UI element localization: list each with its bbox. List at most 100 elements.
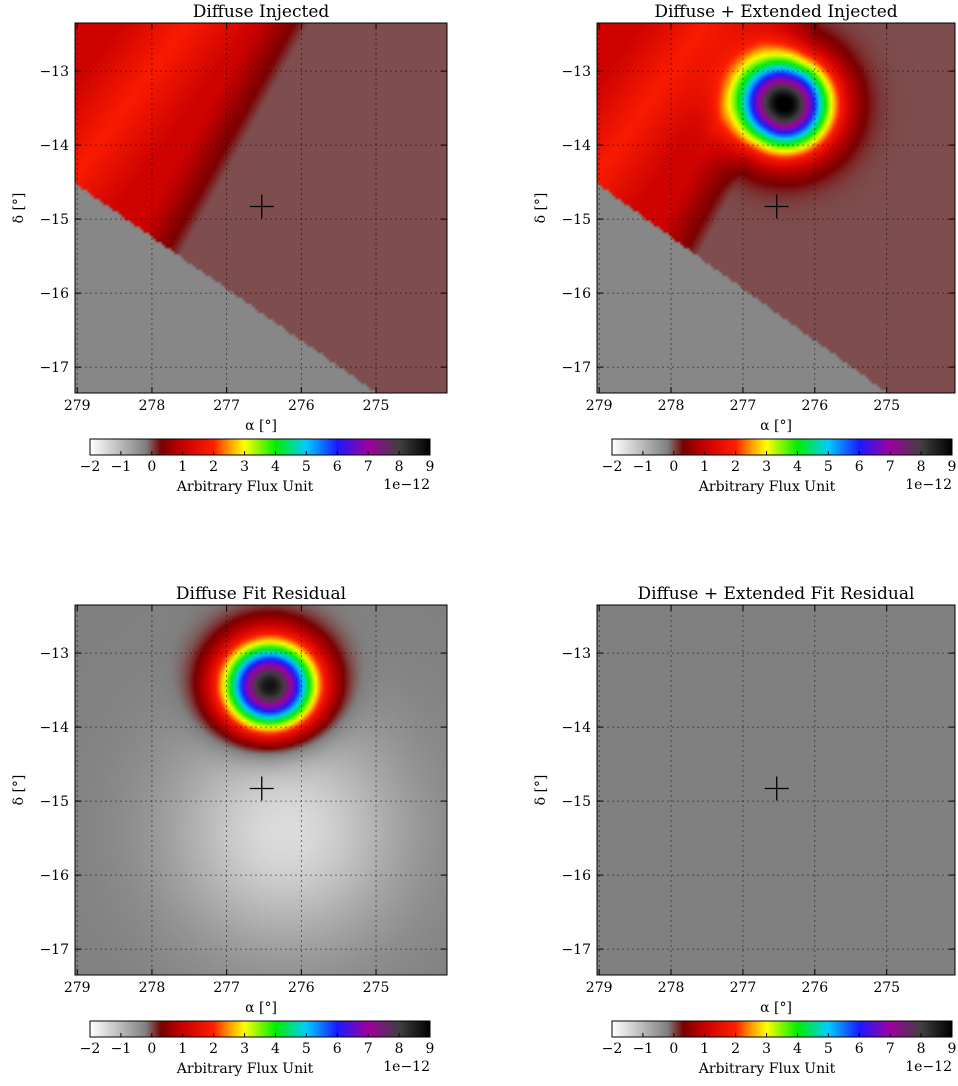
y-tick-label: −14 xyxy=(561,138,591,154)
colorbar-tick-label: 1 xyxy=(178,1041,187,1057)
x-axis-label: α [°] xyxy=(245,418,277,434)
x-tick-label: 276 xyxy=(288,398,315,414)
x-axis-label: α [°] xyxy=(760,1000,792,1016)
axes-frame xyxy=(74,604,448,976)
colorbar-tick-label: 3 xyxy=(762,1041,771,1057)
y-tick-label: −16 xyxy=(561,286,591,302)
colorbar-tick-label: 0 xyxy=(669,1041,678,1057)
x-tick-label: 279 xyxy=(64,980,91,996)
colorbar-tick-label: −1 xyxy=(633,1041,654,1057)
colorbar-tick-label: 0 xyxy=(669,459,678,475)
y-tick-label: −14 xyxy=(561,720,591,736)
y-tick-label: −15 xyxy=(39,794,69,810)
y-tick-label: −17 xyxy=(561,942,591,958)
colorbar xyxy=(611,438,953,456)
colorbar-tick-label: 0 xyxy=(147,459,156,475)
colorbar-tick-label: 4 xyxy=(793,459,802,475)
heatmap-image xyxy=(75,605,447,975)
colorbar-tick-label: 9 xyxy=(426,1041,435,1057)
colorbar-tick-label: 6 xyxy=(855,459,864,475)
colorbar-tick-label: 7 xyxy=(364,459,373,475)
axes-frame xyxy=(596,22,956,394)
colorbar-tick-label: 7 xyxy=(886,459,895,475)
source-marker xyxy=(249,194,274,219)
panel-title: Diffuse Fit Residual xyxy=(176,584,346,604)
colorbar-label: Arbitrary Flux Unit xyxy=(698,479,836,495)
x-tick-label: 279 xyxy=(586,980,613,996)
colorbar-tick-label: −2 xyxy=(80,1041,101,1057)
y-tick-label: −13 xyxy=(561,646,591,662)
source-marker xyxy=(764,194,789,219)
axes-frame xyxy=(596,604,956,976)
y-tick-label: −15 xyxy=(561,212,591,228)
y-tick-label: −14 xyxy=(39,138,69,154)
heatmap-image xyxy=(597,605,955,975)
colorbar-tick-label: 4 xyxy=(271,459,280,475)
colorbar-tick-label: 2 xyxy=(209,1041,218,1057)
x-tick-label: 277 xyxy=(213,980,240,996)
colorbar-tick-label: 8 xyxy=(917,1041,926,1057)
colorbar-tick-label: 3 xyxy=(240,459,249,475)
y-tick-label: −14 xyxy=(39,720,69,736)
y-tick-label: −16 xyxy=(39,868,69,884)
colorbar-tick-label: 6 xyxy=(855,1041,864,1057)
y-axis-label: δ [°] xyxy=(533,193,549,224)
panel-title: Diffuse Injected xyxy=(193,2,330,22)
colorbar-tick-label: 2 xyxy=(731,459,740,475)
heatmap-image xyxy=(75,23,447,393)
colorbar-tick-label: 8 xyxy=(917,459,926,475)
colorbar-tick-label: 1 xyxy=(178,459,187,475)
colorbar xyxy=(611,1020,953,1038)
colorbar-tick-label: 8 xyxy=(395,1041,404,1057)
y-tick-label: −16 xyxy=(561,868,591,884)
colorbar-tick-label: 4 xyxy=(793,1041,802,1057)
colorbar-tick-label: 3 xyxy=(240,1041,249,1057)
x-tick-label: 275 xyxy=(363,980,390,996)
x-tick-label: 279 xyxy=(64,398,91,414)
y-tick-label: −13 xyxy=(561,64,591,80)
x-tick-label: 275 xyxy=(873,398,900,414)
x-tick-label: 278 xyxy=(139,398,166,414)
y-axis-label: δ [°] xyxy=(533,775,549,806)
colorbar-tick-label: −2 xyxy=(80,459,101,475)
colorbar-tick-label: 8 xyxy=(395,459,404,475)
x-tick-label: 279 xyxy=(586,398,613,414)
colorbar-tick-label: 7 xyxy=(364,1041,373,1057)
y-axis-label: δ [°] xyxy=(11,193,27,224)
y-tick-label: −17 xyxy=(39,942,69,958)
colorbar-offset-text: 1e−12 xyxy=(905,477,952,493)
y-tick-label: −16 xyxy=(39,286,69,302)
colorbar xyxy=(89,1020,431,1038)
colorbar-tick-label: 3 xyxy=(762,459,771,475)
colorbar-tick-label: −1 xyxy=(633,459,654,475)
x-tick-label: 278 xyxy=(658,980,685,996)
x-tick-label: 277 xyxy=(730,980,757,996)
colorbar-tick-label: 0 xyxy=(147,1041,156,1057)
colorbar-tick-label: 1 xyxy=(700,1041,709,1057)
colorbar-tick-label: −1 xyxy=(111,459,132,475)
colorbar-tick-label: 6 xyxy=(333,1041,342,1057)
y-tick-label: −13 xyxy=(39,64,69,80)
colorbar-tick-label: −2 xyxy=(602,459,623,475)
panel-title: Diffuse + Extended Injected xyxy=(654,2,897,22)
x-tick-label: 277 xyxy=(730,398,757,414)
x-tick-label: 275 xyxy=(363,398,390,414)
colorbar-tick-label: 4 xyxy=(271,1041,280,1057)
y-tick-label: −15 xyxy=(561,794,591,810)
panel-title: Diffuse + Extended Fit Residual xyxy=(638,584,915,604)
colorbar-label: Arbitrary Flux Unit xyxy=(176,1061,314,1077)
x-tick-label: 278 xyxy=(658,398,685,414)
colorbar-label: Arbitrary Flux Unit xyxy=(698,1061,836,1077)
x-tick-label: 275 xyxy=(873,980,900,996)
colorbar-offset-text: 1e−12 xyxy=(905,1059,952,1075)
colorbar-tick-label: 7 xyxy=(886,1041,895,1057)
colorbar-tick-label: 2 xyxy=(731,1041,740,1057)
colorbar-tick-label: 5 xyxy=(302,459,311,475)
colorbar-tick-label: 2 xyxy=(209,459,218,475)
heatmap-image xyxy=(597,23,955,393)
y-axis-label: δ [°] xyxy=(11,775,27,806)
colorbar-tick-label: 5 xyxy=(302,1041,311,1057)
colorbar-tick-label: 9 xyxy=(948,459,957,475)
